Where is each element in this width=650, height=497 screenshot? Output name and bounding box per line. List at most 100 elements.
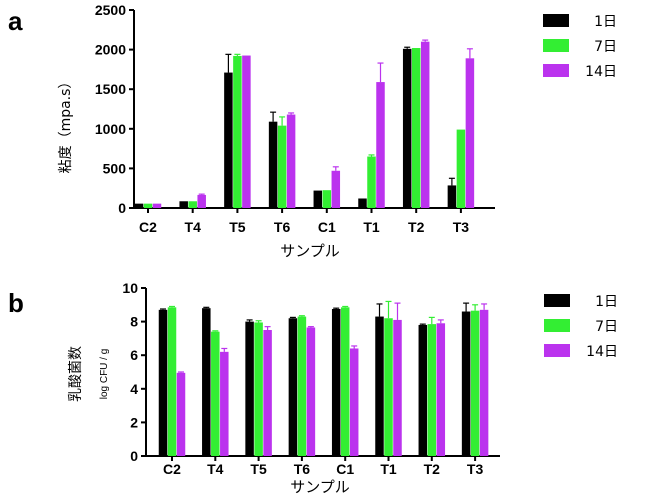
bar-T6-14日 (286, 114, 296, 208)
legend-swatch (544, 344, 570, 357)
panel-letter-a: a (8, 6, 23, 36)
bar-C1-14日 (349, 348, 359, 456)
x-tick-label: T1 (363, 219, 380, 235)
x-tick-label: C1 (336, 461, 354, 477)
bar-T5-14日 (242, 55, 251, 208)
x-tick-label: T4 (207, 461, 224, 477)
bar-T2-14日 (436, 323, 446, 456)
panel-b: b 乳酸菌数 log CFU / g サンプル 0 2 4 6 8 10 C2 T4 T5 T6 C… (8, 280, 618, 496)
bar-C1-7日 (340, 307, 350, 456)
bar-T6-14日 (306, 327, 316, 456)
bar-C2-7日 (143, 203, 153, 208)
bar-T4-7日 (211, 331, 220, 456)
bar-C1-1日 (313, 190, 323, 208)
bar-T3-14日 (479, 309, 489, 456)
y-tick-label: 4 (130, 381, 138, 397)
y-tick-label: 2000 (95, 42, 126, 58)
bar-C2-1日 (134, 203, 144, 208)
bar-T5-7日 (233, 55, 242, 208)
legend-swatch (543, 64, 569, 77)
legend-label: 14日 (585, 64, 617, 80)
legend-label: 7日 (595, 319, 618, 335)
y-tick-label: 1000 (95, 121, 126, 137)
x-tick-label: T6 (294, 461, 311, 477)
legend-swatch (543, 14, 569, 27)
x-axis-label-b: サンプル (290, 478, 350, 496)
y-tick-label: 0 (118, 200, 126, 216)
y-tick-label: 1500 (95, 81, 126, 97)
bar-T4-14日 (197, 194, 206, 208)
bar-C2-7日 (167, 307, 177, 456)
bar-T4-7日 (188, 201, 197, 208)
bar-T4-14日 (220, 351, 229, 456)
bar-T5-1日 (224, 72, 233, 209)
x-tick-label: T3 (467, 461, 484, 477)
bar-T6-7日 (277, 125, 287, 208)
bar-T4-1日 (179, 201, 188, 208)
bars-b (158, 300, 489, 456)
x-tick-label: C2 (139, 219, 157, 235)
bar-T2-1日 (402, 48, 412, 208)
bar-T1-7日 (384, 318, 393, 456)
legend-b: 1日 7日 14日 (544, 294, 618, 360)
y-axis-unit-label-b: log CFU / g (99, 349, 110, 400)
y-tick-label: 10 (122, 280, 138, 296)
y-axis-label-b: 乳酸菌数 (68, 346, 84, 402)
legend-label: 1日 (595, 294, 618, 310)
bar-T1-1日 (358, 198, 367, 208)
x-tick-label: T1 (380, 461, 397, 477)
x-tick-label: T2 (408, 219, 425, 235)
x-tick-label: T4 (185, 219, 202, 235)
y-axis-label-a: 粘度（mpa.s） (58, 75, 74, 174)
x-tick-label: C1 (318, 219, 336, 235)
panel-a: a 粘度（mpa.s） サンプル 0 500 1000 1500 2000 2500 C2 T… (8, 2, 617, 260)
bar-C1-14日 (331, 170, 341, 208)
bars-a (134, 39, 475, 209)
bar-T3-7日 (456, 129, 466, 208)
bar-T1-1日 (375, 316, 384, 456)
axes-b: 0 2 4 6 8 10 C2 T4 T5 T6 C1 T1 T2 T3 (122, 280, 500, 477)
bar-T5-14日 (263, 330, 272, 456)
bar-T1-14日 (393, 319, 402, 456)
x-tick-label: T6 (274, 219, 291, 235)
bar-T5-1日 (245, 321, 254, 456)
bar-T2-7日 (427, 324, 437, 456)
x-axis-label-a: サンプル (280, 242, 340, 260)
y-tick-label: 6 (130, 347, 138, 363)
axes-a: 0 500 1000 1500 2000 2500 C2 T4 T5 T6 C1 T1 T2 T3 (95, 2, 495, 235)
y-tick-label: 8 (130, 314, 138, 330)
y-tick-label: 2 (130, 414, 138, 430)
legend-label: 14日 (586, 344, 618, 360)
bar-T2-7日 (411, 48, 421, 209)
bar-T4-1日 (202, 308, 211, 456)
legend-a: 1日 7日 14日 (543, 14, 617, 80)
y-tick-label: 500 (103, 160, 127, 176)
bar-T2-14日 (420, 41, 430, 209)
y-tick-label: 0 (130, 448, 138, 464)
bar-T3-1日 (461, 311, 471, 456)
bar-T5-7日 (254, 322, 263, 456)
legend-swatch (543, 39, 569, 52)
bar-C1-7日 (322, 190, 332, 208)
legend-swatch (544, 319, 570, 332)
legend-label: 1日 (594, 14, 617, 30)
bar-T3-1日 (447, 185, 457, 208)
x-tick-label: T5 (250, 461, 267, 477)
bar-T2-1日 (418, 324, 428, 456)
bar-T6-1日 (268, 121, 278, 208)
bar-C1-1日 (331, 309, 341, 456)
bar-C2-14日 (152, 203, 162, 208)
bar-T6-1日 (288, 318, 298, 456)
bar-T6-7日 (297, 316, 307, 456)
bar-C2-1日 (158, 309, 168, 456)
x-tick-label: C2 (163, 461, 181, 477)
x-tick-label: T3 (453, 219, 470, 235)
x-tick-label: T5 (229, 219, 246, 235)
x-tick-label: T2 (424, 461, 441, 477)
bar-T3-14日 (465, 58, 475, 209)
bar-T1-7日 (367, 156, 376, 208)
legend-label: 7日 (594, 39, 617, 55)
panel-letter-b: b (8, 288, 24, 318)
y-tick-label: 2500 (95, 2, 126, 18)
